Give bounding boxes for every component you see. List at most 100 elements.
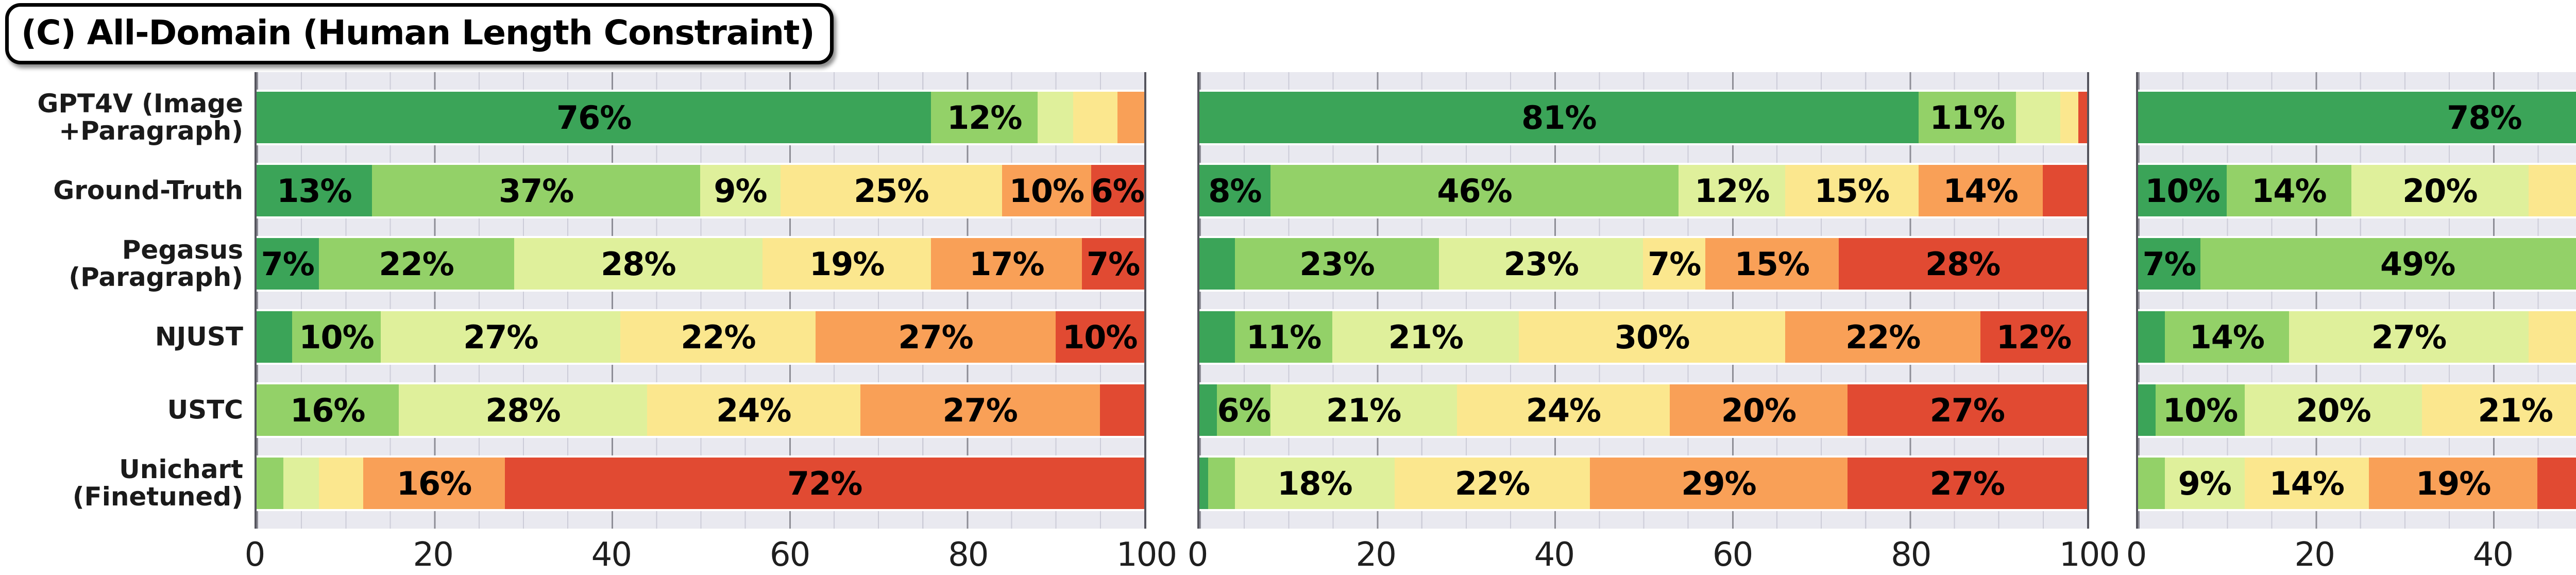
x-tick-label: 20 xyxy=(2294,536,2335,574)
bar-segment: 10% xyxy=(2156,384,2245,436)
bar-segment: 21% xyxy=(2422,384,2576,436)
bar-segment: 10% xyxy=(292,311,381,363)
bar-row: 78%10%7% xyxy=(2138,92,2576,143)
bar-row: 16% 72% xyxy=(257,458,1144,509)
segment-label: 76% xyxy=(556,98,632,137)
bar-segment xyxy=(2138,458,2165,509)
bar-segment: 23% xyxy=(1439,238,1643,290)
bar-segment: 55% xyxy=(2537,458,2576,509)
bar-row: 10%14%20%22%25%9% xyxy=(2138,165,2576,216)
segment-label: 10% xyxy=(1062,318,1138,356)
bar-row: 23% 23% 7% 15% 28% xyxy=(1199,238,2087,290)
bar-segment xyxy=(1199,384,1217,436)
bar-row: 9% 14% 19% 55% xyxy=(2138,458,2576,509)
y-axis-label: Ground-Truth xyxy=(53,175,243,206)
x-tick-label: 100 xyxy=(2059,536,2120,574)
bar-segment: 37% xyxy=(371,165,701,216)
segment-label: 23% xyxy=(1503,245,1579,283)
bar-row: 16% 28% 24% 27% xyxy=(257,384,1144,436)
segment-label: 29% xyxy=(1681,464,1756,502)
x-tick-label: 100 xyxy=(1116,536,1177,574)
bar-row: 14%27%26%21%9% xyxy=(2138,311,2576,363)
segment-label: 7% xyxy=(1648,245,1701,283)
bar-segment: 28% xyxy=(398,384,648,436)
bar-segment: 22% xyxy=(1395,458,1590,509)
segment-label: 10% xyxy=(299,318,374,356)
segment-label: 7% xyxy=(1087,245,1140,283)
segment-label: 14% xyxy=(2269,464,2345,502)
segment-label: 19% xyxy=(809,245,885,283)
segment-label: 27% xyxy=(942,391,1018,429)
bar-segment: 14% xyxy=(2227,165,2351,216)
bar-segment: 20% xyxy=(1670,384,1848,436)
bar-segment: 12% xyxy=(1980,311,2087,363)
bar-segment: 72% xyxy=(505,458,1144,509)
bar-segment: 21% xyxy=(1270,384,1457,436)
bar-segment xyxy=(257,311,292,363)
y-axis-label: GPT4V (Image +Paragraph) xyxy=(37,89,243,146)
bar-segment: 27% xyxy=(860,384,1100,436)
bar-segment xyxy=(1199,238,1235,290)
grid-band xyxy=(1199,145,2087,163)
bar-segment xyxy=(283,458,319,509)
segment-label: 49% xyxy=(2380,245,2455,283)
bar-segment: 9% xyxy=(2164,458,2245,509)
grid-band xyxy=(2138,218,2576,236)
bar-segment: 28% xyxy=(514,238,763,290)
bar-row: 10%20%21%23%24% xyxy=(2138,384,2576,436)
bar-segment: 23% xyxy=(1234,238,1439,290)
segment-label: 6% xyxy=(1217,391,1271,429)
bar-segment: 11% xyxy=(1234,311,1333,363)
x-tick-label: 20 xyxy=(413,536,453,574)
bar-row: 10% 27% 22% 27% 10% xyxy=(257,311,1144,363)
bar-segment: 22% xyxy=(620,311,816,363)
bar-segment: 24% xyxy=(647,384,860,436)
bar-segment: 25% xyxy=(780,165,1003,216)
segment-label: 21% xyxy=(1326,391,1401,429)
bar-segment: 7% xyxy=(1082,238,1144,290)
chart-panel-left: 76% 12% 13% 37% 9% 25% 10% 6% 7% 22% 28% 19% 17% 7% 10… xyxy=(245,72,1177,575)
grid-band xyxy=(2138,292,2576,309)
segment-label: 15% xyxy=(1734,245,1810,283)
bar-segment: 12% xyxy=(931,92,1038,143)
x-axis: 0 20 40 60 80 100 xyxy=(245,529,1177,575)
bar-segment: 12% xyxy=(1679,165,1786,216)
bar-segment xyxy=(2042,165,2087,216)
x-tick-label: 0 xyxy=(244,536,266,574)
segment-label: 11% xyxy=(1929,98,2005,137)
segment-label: 22% xyxy=(1454,464,1530,502)
segment-label: 12% xyxy=(947,98,1022,137)
bar-segment: 7% xyxy=(257,238,319,290)
bar-segment: 10% xyxy=(1055,311,1144,363)
bar-segment: 78% xyxy=(2138,92,2576,143)
bar-segment xyxy=(1099,384,1144,436)
bar-segment: 14% xyxy=(2244,458,2369,509)
bar-segment: 20% xyxy=(2351,165,2529,216)
bar-segment: 27% xyxy=(816,311,1056,363)
segment-label: 16% xyxy=(290,391,365,429)
bar-segment xyxy=(2138,384,2156,436)
segment-label: 20% xyxy=(1721,391,1797,429)
segment-label: 21% xyxy=(1388,318,1464,356)
grid-band xyxy=(257,218,1144,236)
bar-segment: 27% xyxy=(1847,384,2087,436)
chart-panel-middle: 81% 11% 8% 46% 12% 15% 14% 23% 23% 7% 15% 28% 11% 21%… xyxy=(1188,72,2120,575)
grid-band xyxy=(257,72,1144,90)
bar-segment: 9% xyxy=(700,165,781,216)
segment-label: 28% xyxy=(1925,245,2001,283)
bar-segment: 6% xyxy=(1091,165,1145,216)
figure-title: (C) All-Domain (Human Length Constraint) xyxy=(21,13,815,53)
segment-label: 24% xyxy=(716,391,791,429)
grid-band xyxy=(1199,72,2087,90)
y-axis-label: Unichart (Finetuned) xyxy=(72,454,243,512)
bar-segment xyxy=(1199,458,1209,509)
segment-label: 22% xyxy=(1845,318,1921,356)
bar-segment: 22% xyxy=(318,238,514,290)
bar-segment: 14% xyxy=(2164,311,2289,363)
bar-segment: 28% xyxy=(1838,238,2087,290)
bar-segment: 30% xyxy=(1519,311,1786,363)
segment-label: 16% xyxy=(396,464,472,502)
x-tick-label: 0 xyxy=(1187,536,1209,574)
bar-segment: 27% xyxy=(1847,458,2087,509)
